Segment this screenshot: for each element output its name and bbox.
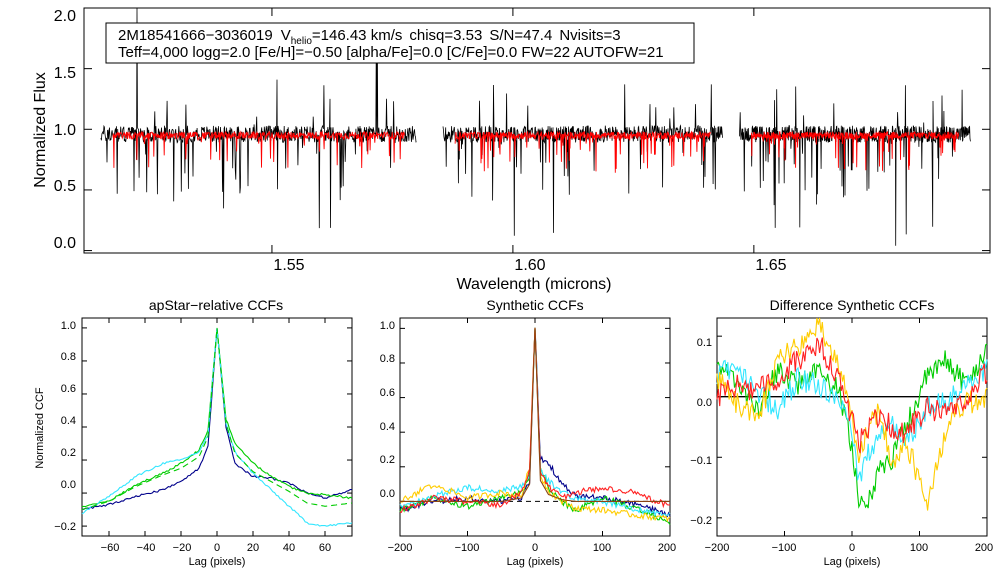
info-box: 2M18541666−3036019 Vhelio=146.43 km/s chis… [105,22,695,64]
apstar-ccf-xtick-label: 40 [283,542,295,554]
vhelio-value: =146.43 km/s [312,27,402,44]
apstar-ccf-ytick-label: 0.4 [61,415,76,427]
apstar-ccf-xtick-label: 60 [319,542,331,554]
spectrum-ytick-label: 0.5 [54,178,76,195]
difference-ccf-xtick-label: −200 [705,542,730,554]
difference-ccf-xtick-label: 0 [849,542,855,554]
synthetic-ccf-ytick-label: 1.0 [380,320,395,332]
spectrum-model-chip2 [454,130,711,173]
apstar-ccf-ytick-label: 0.2 [61,447,76,459]
synthetic-ccf-panel: Synthetic CCFs 0.0 0.2 0.4 0.6 0.8 1.0 −… [380,297,676,568]
synthetic-ccf-visit-4-line [399,327,671,523]
spectrum-observed-chip3 [739,85,971,246]
apstar-ccf-mean-line [81,327,353,511]
vhelio-sub: helio [291,36,313,47]
spectrum-xtick-label: 1.55 [273,257,304,274]
apstar-ccf-ytick-label: 0.6 [61,383,76,395]
apstar-ccf-visit-2-line [81,328,353,508]
spectrum-model-chip1 [112,130,405,169]
difference-ccf-ticks [716,318,988,536]
spectrum-ytick-label: 1.0 [54,122,76,139]
synthetic-ccf-xtick-label: 200 [658,542,676,554]
difference-ccf-ytick-label: −0.2 [690,515,712,527]
synthetic-ccf-ytick-label: 0.0 [380,488,395,500]
synthetic-ccf-ytick-label: 0.6 [380,387,395,399]
synthetic-ccf-xtick-label: 0 [532,542,538,554]
synthetic-ccf-ytick-label: 0.2 [380,454,395,466]
info-line-2: Teff=4,000 logg=2.0 [Fe/H]=−0.50 [alpha/… [118,44,664,61]
apstar-ccf-ytick-label: 0.8 [61,351,76,363]
spectrum-xtick-label: 1.65 [755,257,786,274]
apstar-ccf-ylabel: Normalized CCF [34,387,46,469]
synthetic-ccf-visit-6-line [400,328,670,502]
apstar-ccf-xtick-label: −60 [101,542,120,554]
difference-ccf-frame [716,317,988,537]
spectrum-xtick-label: 1.60 [514,257,545,274]
spectrum-xlabel: Wavelength (microns) [456,276,611,293]
difference-ccf-ytick-label: −0.1 [690,455,712,467]
apstar-ccf-xtick-label: 0 [214,542,220,554]
apstar-ccf-ticks [82,318,352,536]
apstar-ccf-lines [81,327,353,527]
spectrum-ytick-label: 0.0 [54,235,76,252]
apstar-ccf-xlabel: Lag (pixels) [189,556,246,568]
synthetic-ccf-ytick-label: 0.8 [380,353,395,365]
apstar-ccf-xtick-label: 20 [247,542,259,554]
apstar-ccf-visit-3-line [81,328,353,527]
spectrum-axis-ticks [84,7,990,253]
synthetic-ccf-title: Synthetic CCFs [486,297,583,313]
synthetic-ccf-visit-5-line [399,328,671,514]
spectrum-ylabel: Normalized Flux [32,72,49,188]
apstar-ccf-visit-1-line [82,328,353,510]
apstar-ccf-ytick-label: 0.0 [61,479,76,491]
info-box-frame [105,22,695,64]
vhelio-prefix: V [281,27,291,44]
spectrum-frame [83,7,991,254]
difference-ccf-xtick-label: 100 [910,542,928,554]
spectrum-model-chip3 [751,130,960,171]
synthetic-ccf-lines [399,327,671,525]
difference-ccf-xtick-label: 200 [975,542,993,554]
difference-ccf-visit-3-line [716,359,988,482]
star-id: 2M18541666−3036019 [118,27,273,44]
nvisits: Nvisits=3 [559,27,620,44]
difference-ccf-visit-5-line [716,337,988,454]
apstar-ccf-frame [81,317,353,537]
difference-ccf-lines [716,317,988,511]
spectrum-ytick-label: 2.0 [54,8,76,25]
spectrum-lines [100,7,971,246]
synthetic-ccf-xtick-label: −100 [455,542,480,554]
synthetic-ccf-xtick-label: 100 [593,542,611,554]
chisq: chisq=3.53 [409,27,482,44]
apstar-ccf-xtick-label: −40 [137,542,156,554]
apstar-ccf-panel: apStar−relative CCFs −0.2 0.0 0.2 0.4 0.… [34,297,353,568]
apstar-ccf-title: apStar−relative CCFs [149,297,283,313]
difference-ccf-ytick-label: 0.1 [697,337,712,349]
difference-ccf-title: Difference Synthetic CCFs [770,297,935,313]
info-line-1: 2M18541666−3036019 Vhelio=146.43 km/s chis… [118,27,621,47]
difference-ccf-visit-4-line [716,317,988,511]
spectrum-panel: 0.0 0.5 1.0 1.5 2.0 1.55 1.60 1.65 Wavel… [32,7,991,293]
difference-ccf-visit-2-line [716,343,988,509]
difference-ccf-xlabel: Lag (pixels) [824,556,881,568]
synthetic-ccf-visit-2-line [399,327,671,525]
spectrum-observed-chip2 [442,84,723,236]
synthetic-ccf-xtick-label: −200 [388,542,413,554]
snr: S/N=47.4 [489,27,552,44]
spectrum-ytick-label: 1.5 [54,65,76,82]
synthetic-ccf-visit-1-line [399,327,671,518]
difference-ccf-ytick-label: 0.0 [697,397,712,409]
apstar-ccf-ytick-label: −0.2 [54,521,76,533]
difference-ccf-panel: Difference Synthetic CCFs −0.2 −0.1 0.0 … [690,297,993,568]
apstar-ccf-xtick-label: −20 [173,542,192,554]
apstar-ccf-ytick-label: 1.0 [61,320,76,332]
difference-ccf-xtick-label: −100 [772,542,797,554]
synthetic-ccf-xlabel: Lag (pixels) [507,556,564,568]
synthetic-ccf-ytick-label: 0.4 [380,421,395,433]
